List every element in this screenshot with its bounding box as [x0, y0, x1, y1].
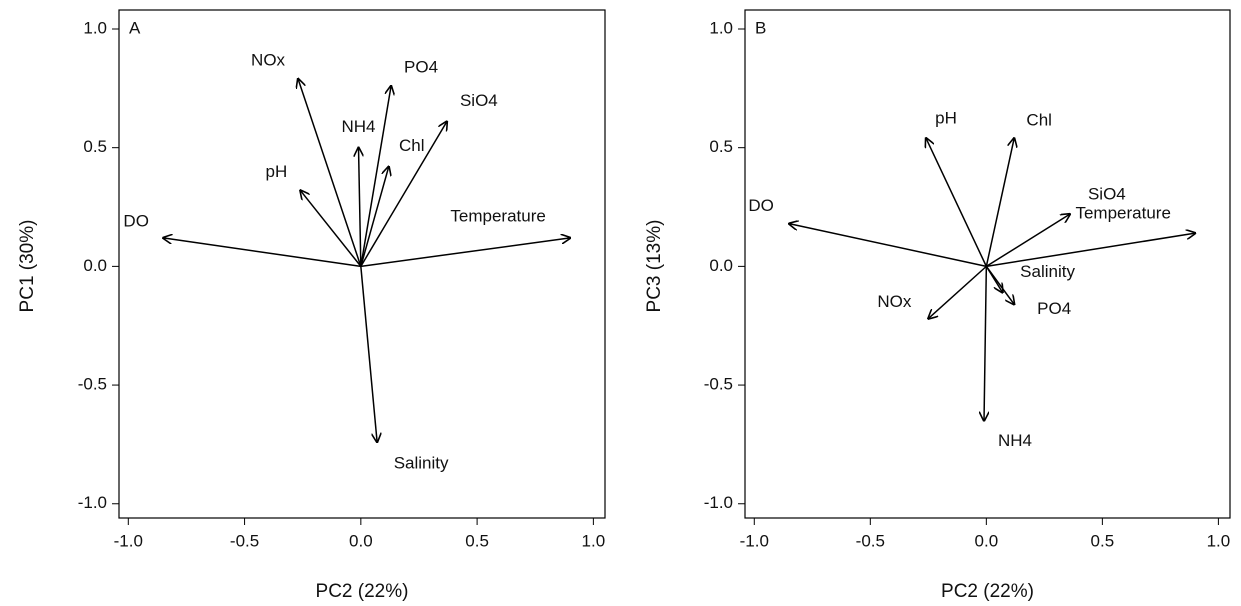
loading-arrow	[928, 265, 987, 318]
loading-arrow	[985, 214, 1070, 268]
x-tick-label: 0.0	[349, 531, 373, 550]
loading-arrow	[360, 167, 389, 267]
x-tick-label: 0.0	[975, 531, 999, 550]
x-tick-label: -1.0	[114, 531, 143, 550]
loading-arrow	[300, 190, 362, 267]
y-axis-label: PC3 (13%)	[644, 220, 665, 313]
variable-label: NH4	[998, 431, 1032, 450]
variable-label: pH	[266, 162, 288, 181]
loading-arrow	[360, 238, 570, 268]
variable-label: SiO4	[460, 91, 498, 110]
y-tick-label: 0.5	[83, 137, 107, 156]
y-tick-label: -0.5	[704, 375, 733, 394]
y-tick-label: -0.5	[78, 375, 107, 394]
panel-label: B	[755, 18, 766, 37]
plot-frame	[744, 9, 1231, 519]
x-tick-label: 0.5	[465, 531, 489, 550]
y-tick-label: -1.0	[78, 493, 107, 512]
x-axis-label: PC2 (22%)	[316, 581, 409, 602]
y-axis-label: PC1 (30%)	[17, 220, 38, 313]
loading-arrow	[985, 265, 1014, 304]
variable-label: Chl	[1026, 111, 1052, 130]
loading-arrow	[926, 138, 988, 267]
variable-label: pH	[935, 109, 957, 128]
variable-label: DO	[123, 211, 149, 230]
plot-frame	[118, 9, 606, 519]
loading-arrow	[789, 224, 987, 268]
loading-arrow	[359, 148, 361, 267]
x-tick-label: -0.5	[230, 531, 259, 550]
variable-label: PO4	[404, 57, 438, 76]
variable-label: DO	[748, 196, 774, 215]
panel-label: A	[129, 18, 141, 37]
loading-arrow	[985, 138, 1014, 267]
x-tick-label: -1.0	[740, 531, 769, 550]
loading-arrow	[163, 238, 361, 268]
y-tick-label: 1.0	[709, 18, 733, 37]
x-tick-label: 0.5	[1091, 531, 1115, 550]
y-tick-label: 1.0	[83, 18, 107, 37]
x-tick-label: 1.0	[1207, 531, 1231, 550]
y-tick-label: 0.0	[709, 256, 733, 275]
variable-label: NOx	[251, 50, 286, 69]
loading-arrow	[360, 266, 377, 442]
variable-label: SiO4	[1088, 185, 1126, 204]
variable-label: NOx	[877, 292, 912, 311]
variable-label: Temperature	[1075, 204, 1170, 223]
y-tick-label: -1.0	[704, 493, 733, 512]
variable-label: NH4	[342, 117, 376, 136]
variable-label: Temperature	[450, 206, 545, 225]
variable-label: Salinity	[1020, 262, 1075, 281]
variable-label: PO4	[1037, 299, 1071, 318]
y-tick-label: 0.0	[83, 256, 107, 275]
loading-arrow	[986, 233, 1195, 268]
x-axis-label: PC2 (22%)	[941, 581, 1034, 602]
variable-label: Chl	[399, 136, 425, 155]
variable-label: Salinity	[394, 454, 449, 473]
loading-arrow	[298, 79, 362, 267]
y-tick-label: 0.5	[709, 137, 733, 156]
x-tick-label: 1.0	[582, 531, 606, 550]
x-tick-label: -0.5	[856, 531, 885, 550]
loading-arrow	[360, 86, 391, 267]
loading-arrow	[984, 266, 986, 420]
loading-arrow	[360, 122, 447, 267]
